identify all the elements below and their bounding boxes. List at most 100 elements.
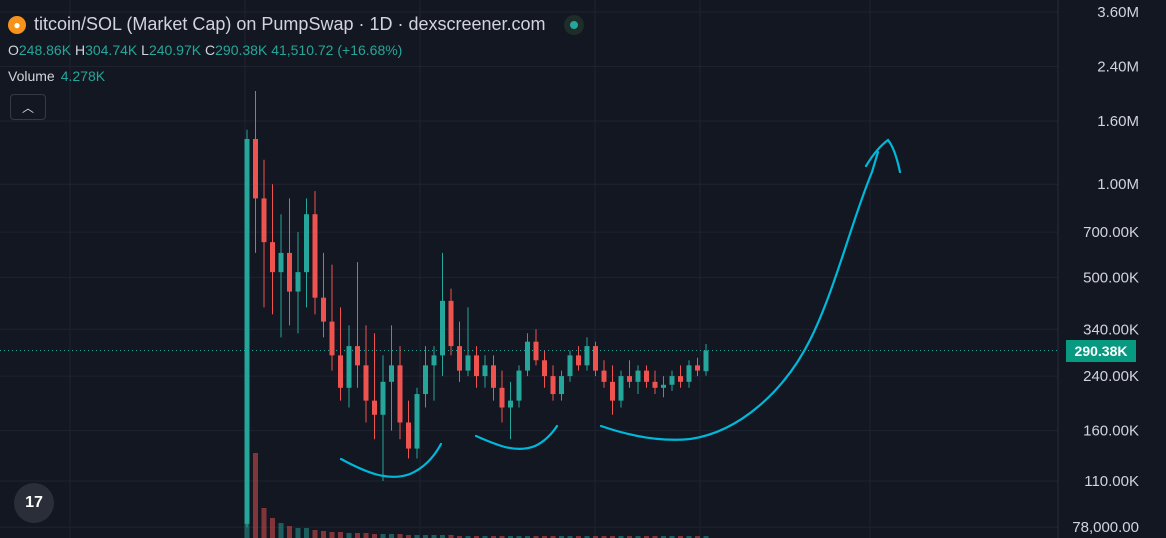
volume-bar xyxy=(338,532,343,538)
open-value: 248.86K xyxy=(18,42,72,58)
candle-body xyxy=(406,422,411,449)
y-tick-label: 340.00K xyxy=(1083,321,1139,338)
candle-body xyxy=(601,370,607,382)
volume-bar xyxy=(278,523,284,538)
volume-bar xyxy=(508,536,513,538)
candle-body xyxy=(312,214,318,298)
candle-body xyxy=(474,355,479,377)
volume-bar xyxy=(550,536,556,538)
volume-readout: Volume 4.278K xyxy=(8,68,105,84)
volume-bar xyxy=(287,526,292,538)
volume-bar xyxy=(542,536,547,538)
ohlc-readout: O248.86K H304.74K L240.97K C290.38K 41,5… xyxy=(8,42,403,58)
volume-bar xyxy=(270,518,275,538)
y-tick-label: 3.60M xyxy=(1097,4,1139,21)
candle-body xyxy=(380,381,386,415)
candle-body xyxy=(499,387,505,408)
volume-bar xyxy=(491,536,496,538)
volume-bar xyxy=(644,536,649,538)
current-price-tag: 290.38K xyxy=(1066,340,1136,362)
candle-body xyxy=(253,138,258,199)
volume-bar xyxy=(516,536,522,538)
change-value: 41,510.72 (+16.68%) xyxy=(271,42,403,58)
volume-bar xyxy=(465,536,471,538)
candle-body xyxy=(329,321,335,356)
volume-bar xyxy=(406,535,411,538)
close-value: 290.38K xyxy=(215,42,268,58)
y-tick-label: 78,000.00 xyxy=(1072,519,1139,536)
candle-body xyxy=(304,214,309,273)
volume-bar xyxy=(652,536,658,538)
collapse-indicators-button[interactable]: ︿ xyxy=(10,94,46,120)
volume-label: Volume xyxy=(8,68,55,84)
volume-bar xyxy=(372,534,377,538)
y-tick-label: 160.00K xyxy=(1083,423,1139,440)
live-status-icon[interactable] xyxy=(563,14,584,35)
volume-bar xyxy=(610,536,615,538)
annotation-curve xyxy=(474,424,559,450)
coin-logo-icon: ● xyxy=(8,15,26,34)
candle-body xyxy=(567,355,573,377)
volume-bar xyxy=(601,536,607,538)
candle-body xyxy=(295,272,301,292)
candle-body xyxy=(423,365,428,395)
volume-bar xyxy=(661,536,666,538)
candle-body xyxy=(355,346,360,366)
volume-bar xyxy=(329,532,335,538)
y-tick-label: 110.00K xyxy=(1084,473,1139,490)
volume-bar xyxy=(346,533,352,538)
volume-bar xyxy=(448,535,454,538)
candle-body xyxy=(338,355,343,388)
tradingview-logo-icon[interactable]: 17 xyxy=(14,483,54,523)
y-tick-label: 1.00M xyxy=(1097,176,1139,193)
volume-bar xyxy=(559,536,564,538)
candle-body xyxy=(542,360,547,377)
candle-body xyxy=(584,346,590,366)
candle-body xyxy=(440,300,445,356)
volume-bar xyxy=(533,536,539,538)
candle-body xyxy=(516,370,522,401)
candle-body xyxy=(610,381,615,401)
candle-body xyxy=(644,370,649,382)
candle-body xyxy=(678,376,683,382)
candle-body xyxy=(244,138,250,524)
candle-body xyxy=(389,365,394,382)
y-tick-label: 700.00K xyxy=(1083,224,1139,241)
volume-bar xyxy=(295,528,301,538)
candle-body xyxy=(550,376,556,395)
candle-body xyxy=(372,400,377,415)
volume-bar xyxy=(703,536,709,538)
candle-body xyxy=(576,355,581,366)
candle-body xyxy=(533,341,539,361)
candle-body xyxy=(627,376,632,382)
candle-body xyxy=(321,297,326,322)
volume-bar xyxy=(695,536,700,538)
candle-body xyxy=(397,365,403,423)
annotation-curve xyxy=(599,150,880,441)
y-tick-label: 500.00K xyxy=(1083,269,1139,286)
volume-bar xyxy=(457,536,462,538)
volume-bar xyxy=(321,531,326,538)
candle-body xyxy=(363,365,369,401)
chart-title: titcoin/SOL (Market Cap) on PumpSwap · 1… xyxy=(34,14,546,34)
candle-body xyxy=(508,400,513,408)
candle-body xyxy=(431,355,437,366)
volume-bar xyxy=(627,536,632,538)
volume-bar xyxy=(431,535,437,538)
candle-body xyxy=(448,300,454,347)
volume-bar xyxy=(389,534,394,538)
candle-body xyxy=(278,252,284,273)
candle-body xyxy=(491,365,496,388)
candle-body xyxy=(270,242,275,273)
candle-body xyxy=(593,346,598,371)
candle-body xyxy=(287,252,292,292)
volume-bar xyxy=(380,534,386,538)
volume-bar xyxy=(584,536,590,538)
volume-bar xyxy=(593,536,598,538)
volume-bar xyxy=(567,536,573,538)
y-tick-label: 2.40M xyxy=(1097,59,1139,76)
volume-bar xyxy=(414,535,420,538)
candle-body xyxy=(261,198,267,243)
candle-body xyxy=(414,394,420,449)
